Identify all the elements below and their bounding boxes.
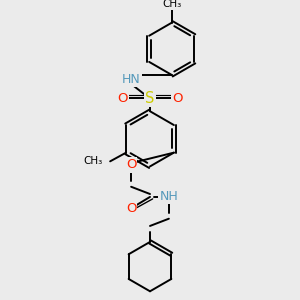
Text: O: O: [126, 158, 136, 172]
Text: O: O: [126, 202, 136, 215]
Text: O: O: [172, 92, 183, 105]
Text: HN: HN: [122, 73, 140, 86]
Text: NH: NH: [160, 190, 178, 203]
Text: CH₃: CH₃: [162, 0, 182, 9]
Text: CH₃: CH₃: [84, 156, 103, 166]
Text: S: S: [145, 91, 155, 106]
Text: O: O: [117, 92, 128, 105]
